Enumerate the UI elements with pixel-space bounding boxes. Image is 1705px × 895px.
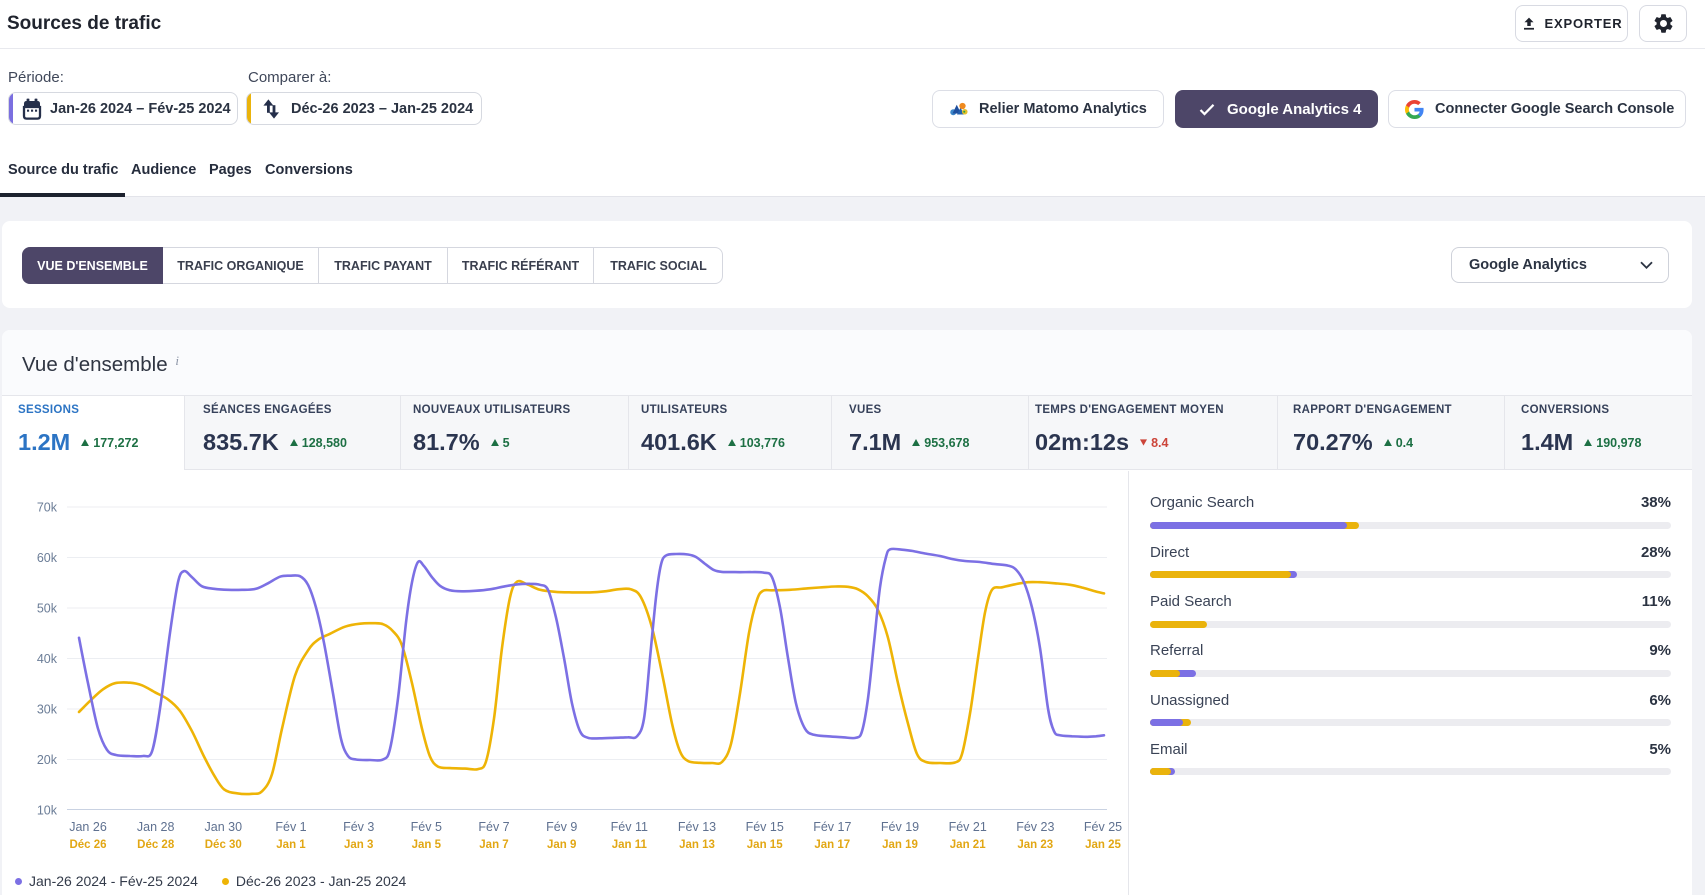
svg-text:Jan 25: Jan 25 — [1085, 839, 1121, 851]
svg-text:40k: 40k — [37, 652, 58, 666]
svg-text:Fév 23: Fév 23 — [1016, 820, 1054, 834]
svg-text:20k: 20k — [37, 753, 58, 767]
svg-text:Fév 11: Fév 11 — [611, 820, 648, 834]
svg-text:10k: 10k — [37, 804, 58, 818]
svg-text:Jan 13: Jan 13 — [679, 839, 715, 851]
svg-text:Jan 1: Jan 1 — [276, 839, 306, 851]
svg-text:Jan 15: Jan 15 — [747, 839, 783, 851]
svg-text:Jan 11: Jan 11 — [612, 839, 648, 851]
svg-text:Fév 7: Fév 7 — [478, 820, 509, 834]
svg-text:Déc 26: Déc 26 — [69, 839, 106, 851]
svg-text:Fév 19: Fév 19 — [881, 820, 919, 834]
svg-text:Jan 9: Jan 9 — [547, 839, 576, 851]
svg-text:Fév 9: Fév 9 — [546, 820, 577, 834]
svg-text:Fév 5: Fév 5 — [411, 820, 442, 834]
svg-text:Déc 30: Déc 30 — [205, 839, 242, 851]
svg-text:30k: 30k — [37, 703, 58, 717]
svg-text:Jan 7: Jan 7 — [479, 839, 508, 851]
svg-text:Jan 30: Jan 30 — [205, 820, 243, 834]
svg-text:Déc 28: Déc 28 — [137, 839, 175, 851]
svg-text:Fév 25: Fév 25 — [1084, 820, 1122, 834]
svg-text:70k: 70k — [37, 501, 58, 515]
svg-text:Fév 3: Fév 3 — [343, 820, 374, 834]
svg-text:Jan 3: Jan 3 — [344, 839, 373, 851]
svg-text:Jan 21: Jan 21 — [950, 839, 986, 851]
svg-text:Jan 17: Jan 17 — [814, 839, 850, 851]
svg-text:Fév 15: Fév 15 — [746, 820, 784, 834]
svg-text:Jan 26: Jan 26 — [69, 820, 107, 834]
svg-text:Jan 23: Jan 23 — [1017, 839, 1053, 851]
svg-text:Jan 5: Jan 5 — [412, 839, 442, 851]
svg-text:Jan 28: Jan 28 — [137, 820, 175, 834]
svg-text:Fév 13: Fév 13 — [678, 820, 716, 834]
svg-text:Fév 21: Fév 21 — [949, 820, 987, 834]
svg-text:Fév 1: Fév 1 — [275, 820, 306, 834]
svg-text:Jan 19: Jan 19 — [882, 839, 918, 851]
svg-text:50k: 50k — [37, 602, 58, 616]
svg-text:60k: 60k — [37, 551, 58, 565]
svg-text:Fév 17: Fév 17 — [813, 820, 851, 834]
